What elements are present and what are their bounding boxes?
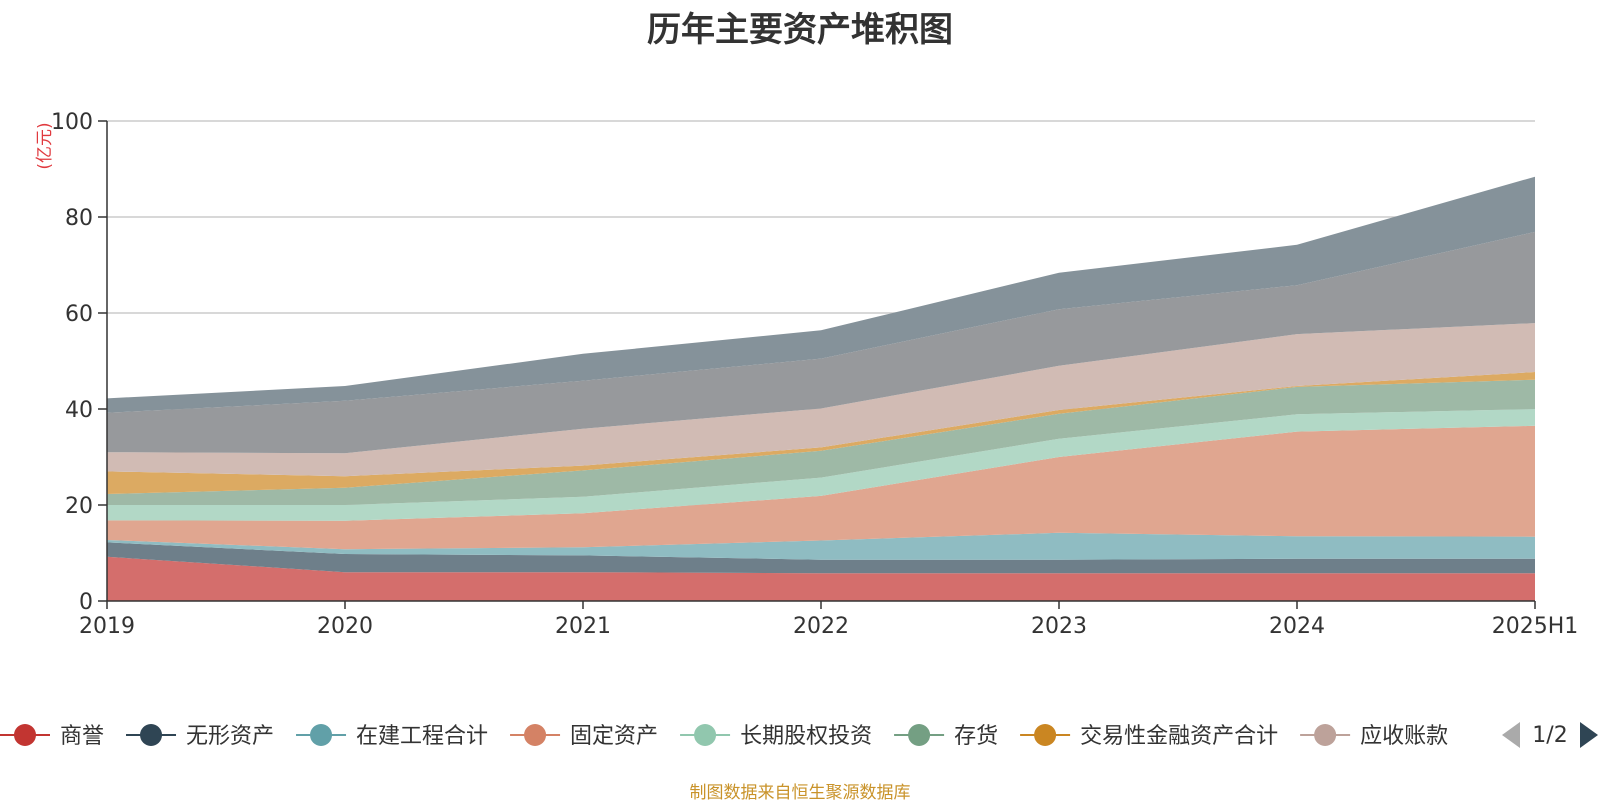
legend-label: 固定资产 [570, 724, 658, 749]
legend-label: 长期股权投资 [740, 724, 872, 749]
x-tick-label: 2022 [793, 614, 849, 639]
area-series-7 [107, 323, 1535, 477]
legend-next-icon[interactable] [1580, 722, 1598, 748]
legend-marker [14, 724, 36, 746]
area-series-0 [107, 556, 1535, 601]
legend-item[interactable]: 在建工程合计 [296, 724, 488, 749]
legend-item[interactable]: 无形资产 [126, 724, 274, 749]
area-series-4 [107, 409, 1535, 521]
source-note: 制图数据来自恒生聚源数据库 [689, 783, 911, 803]
stacked-areas [107, 176, 1535, 601]
area-series-5 [107, 379, 1535, 505]
legend-page-indicator: 1/2 [1532, 723, 1567, 748]
y-tick-label: 40 [65, 398, 93, 423]
legend-label: 交易性金融资产合计 [1080, 724, 1278, 749]
legend-prev-icon[interactable] [1502, 722, 1520, 748]
legend-marker [310, 724, 333, 746]
x-tick-label: 2024 [1269, 614, 1325, 639]
chart-title: 历年主要资产堆积图 [647, 10, 953, 50]
y-tick-label: 80 [65, 206, 93, 231]
y-axis-unit-label: (亿元) [35, 122, 55, 169]
legend-marker [908, 724, 931, 746]
area-series-6 [107, 372, 1535, 494]
x-tick-label: 2025H1 [1492, 614, 1579, 639]
y-tick-label: 100 [51, 110, 93, 135]
axes: 0 20 40 60 80 100 2019 2020 2021 2022 2023 2024 2025… [51, 110, 1578, 639]
legend-marker [1034, 724, 1057, 746]
legend-marker [524, 724, 547, 746]
legend-label: 在建工程合计 [356, 724, 488, 749]
legend-label: 应收账款 [1360, 724, 1448, 749]
area-series-8 [107, 231, 1535, 454]
area-series-2 [107, 532, 1535, 560]
x-tick-label: 2021 [555, 614, 611, 639]
legend-label: 无形资产 [186, 724, 274, 749]
legend: 商誉 无形资产 在建工程合计 固定资产 长期股权投资 存货 交易性金融资产合计 应收账款 [0, 724, 1448, 749]
legend-label: 存货 [954, 724, 998, 749]
area-series-3 [107, 425, 1535, 550]
x-tick-label: 2019 [79, 614, 135, 639]
area-series-1 [107, 542, 1535, 574]
legend-marker [140, 724, 163, 746]
legend-label: 商誉 [60, 724, 104, 749]
y-tick-label: 60 [65, 302, 93, 327]
y-tick-label: 0 [79, 590, 93, 615]
x-tick-label: 2023 [1031, 614, 1087, 639]
legend-item[interactable]: 固定资产 [510, 724, 658, 749]
legend-item[interactable]: 商誉 [0, 724, 104, 749]
legend-marker [694, 724, 717, 746]
legend-pager: 1/2 [1502, 722, 1598, 748]
x-tick-label: 2020 [317, 614, 373, 639]
y-tick-label: 20 [65, 494, 93, 519]
legend-item[interactable]: 长期股权投资 [680, 724, 872, 749]
legend-item[interactable]: 应收账款 [1300, 724, 1448, 749]
legend-item[interactable]: 交易性金融资产合计 [1020, 724, 1278, 749]
legend-item[interactable]: 存货 [894, 724, 998, 749]
legend-marker [1314, 724, 1337, 746]
